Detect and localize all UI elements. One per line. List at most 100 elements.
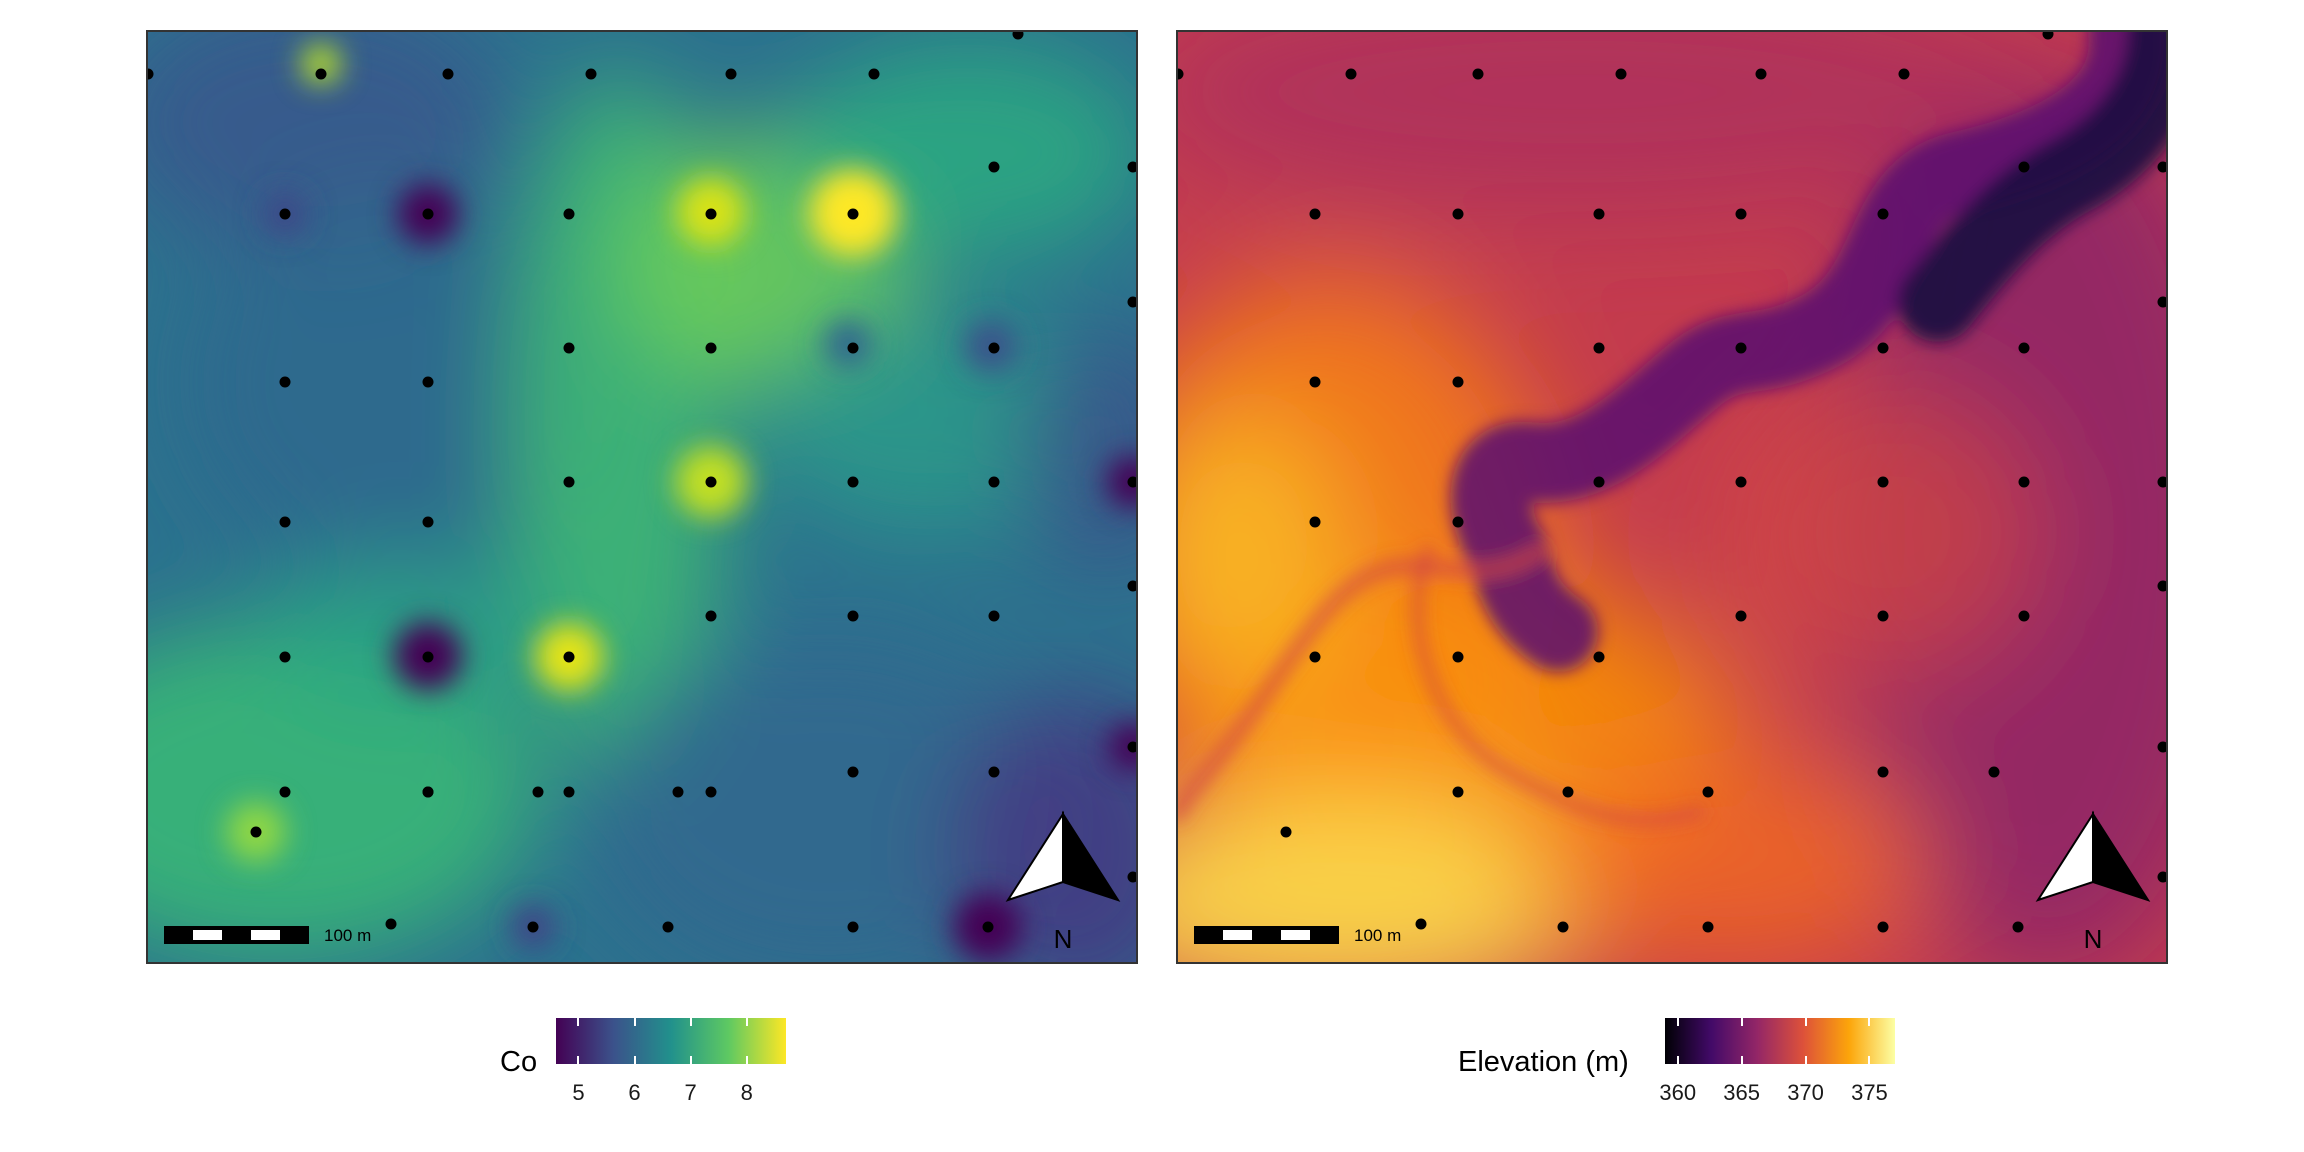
elevation-sample-point	[1472, 68, 1484, 80]
elevation-sample-point	[1877, 610, 1889, 622]
co-sample-point	[422, 786, 434, 798]
co-sample-point	[563, 651, 575, 663]
elevation-sample-point	[2157, 871, 2166, 883]
elevation-sample-point	[1735, 342, 1747, 354]
elevation-legend-tick-label: 370	[1787, 1080, 1824, 1105]
elevation-sample-point	[1309, 376, 1321, 388]
co-legend-tick-label: 6	[628, 1080, 641, 1105]
co-sample-point	[847, 766, 859, 778]
co-sample-point	[422, 651, 434, 663]
elevation-sample-point	[1702, 786, 1714, 798]
elevation-legend-tick-mark	[1676, 1056, 1679, 1064]
co-legend-tick-label: 8	[740, 1080, 753, 1105]
elevation-sample-point	[2012, 921, 2024, 933]
co-sample-point	[847, 208, 859, 220]
co-legend-tick-mark	[689, 1056, 692, 1064]
co-legend-tick-mark	[633, 1056, 636, 1064]
co-surface	[148, 32, 1136, 962]
co-sample-point	[1127, 296, 1136, 308]
north-arrow-icon: N	[1005, 810, 1121, 954]
co-sample-point	[563, 476, 575, 488]
co-legend-tick-label: 7	[684, 1080, 697, 1105]
co-sample-point	[705, 208, 717, 220]
co-sample-point	[532, 786, 544, 798]
elevation-color-bar	[1665, 1018, 1895, 1064]
co-sample-point	[442, 68, 454, 80]
elevation-sample-point	[1735, 476, 1747, 488]
co-sample-point	[385, 918, 397, 930]
co-sample-point	[563, 342, 575, 354]
elevation-sample-point	[1877, 921, 1889, 933]
co-legend-tick-mark	[577, 1056, 580, 1064]
co-sample-point	[1127, 476, 1136, 488]
elevation-sample-point	[2018, 161, 2030, 173]
co-sample-point	[672, 786, 684, 798]
elevation-sample-point	[2042, 32, 2054, 40]
co-sample-points	[148, 32, 1136, 933]
elevation-sample-point	[1415, 918, 1427, 930]
co-sample-point	[527, 921, 539, 933]
elevation-sample-point	[1452, 516, 1464, 528]
elevation-sample-point	[1452, 786, 1464, 798]
elevation-sample-point	[1735, 610, 1747, 622]
co-legend-ticks: 5 6 7 8	[556, 1018, 786, 1108]
co-sample-point	[422, 516, 434, 528]
elevation-legend-title: Elevation (m)	[1458, 1046, 1629, 1078]
co-sample-point	[585, 68, 597, 80]
elevation-sample-point	[1988, 766, 2000, 778]
elevation-sample-point	[1309, 208, 1321, 220]
elevation-sample-point	[2157, 296, 2166, 308]
elevation-sample-point	[2157, 580, 2166, 592]
elevation-surface	[1178, 32, 2166, 962]
elevation-legend-tick-mark	[1868, 1056, 1871, 1064]
co-sample-point	[422, 208, 434, 220]
elevation-map: 100 m N	[1178, 32, 2166, 962]
elevation-sample-point	[1877, 208, 1889, 220]
co-sample-point	[847, 476, 859, 488]
co-sample-point	[982, 921, 994, 933]
elevation-sample-point	[2018, 610, 2030, 622]
elevation-sample-point	[1345, 68, 1357, 80]
elevation-sample-point	[1593, 476, 1605, 488]
co-sample-point	[1012, 32, 1024, 40]
elevation-legend: Elevation (m) 360 365 370 375	[1450, 1018, 1910, 1108]
elevation-legend-tick-label: 365	[1723, 1080, 1761, 1105]
co-sample-point	[847, 342, 859, 354]
elevation-sample-point	[1452, 651, 1464, 663]
elevation-sample-point	[1562, 786, 1574, 798]
co-sample-point	[988, 342, 1000, 354]
elevation-legend-ticks: 360 365 370 375	[1659, 1018, 1895, 1108]
co-legend-tick-mark	[745, 1018, 748, 1026]
elevation-sample-point	[1877, 476, 1889, 488]
elevation-sample-point	[2018, 476, 2030, 488]
elevation-sample-point	[1593, 342, 1605, 354]
elevation-sample-point	[1593, 208, 1605, 220]
co-map: 100 m N	[148, 32, 1136, 962]
co-legend-title: Co	[500, 1046, 538, 1078]
co-sample-point	[563, 208, 575, 220]
scale-bar-label: 100 m	[324, 926, 371, 945]
co-legend-tick-mark	[689, 1018, 692, 1026]
elevation-legend-tick-label: 375	[1851, 1080, 1888, 1105]
elevation-sample-point	[2157, 741, 2166, 753]
north-arrow-label: N	[1054, 924, 1073, 954]
elevation-legend-tick-mark	[1740, 1056, 1743, 1064]
co-sample-point	[868, 68, 880, 80]
elevation-sample-point	[1898, 68, 1910, 80]
elevation-sample-point	[1877, 342, 1889, 354]
co-sample-point	[705, 786, 717, 798]
co-sample-point	[279, 376, 291, 388]
co-sample-point	[1127, 871, 1136, 883]
co-legend-tick-mark	[577, 1018, 580, 1026]
co-sample-point	[725, 68, 737, 80]
co-legend: Co 5 6 7 8	[490, 1018, 810, 1108]
elevation-legend-tick-label: 360	[1659, 1080, 1697, 1105]
co-sample-point	[705, 610, 717, 622]
scale-bar: 100 m	[1194, 926, 1401, 945]
elevation-valley	[1178, 32, 2166, 827]
north-arrow-icon: N	[2035, 810, 2151, 954]
co-sample-point	[250, 826, 262, 838]
co-sample-point	[148, 68, 154, 80]
scale-bar-label: 100 m	[1354, 926, 1401, 945]
elevation-sample-point	[1309, 651, 1321, 663]
